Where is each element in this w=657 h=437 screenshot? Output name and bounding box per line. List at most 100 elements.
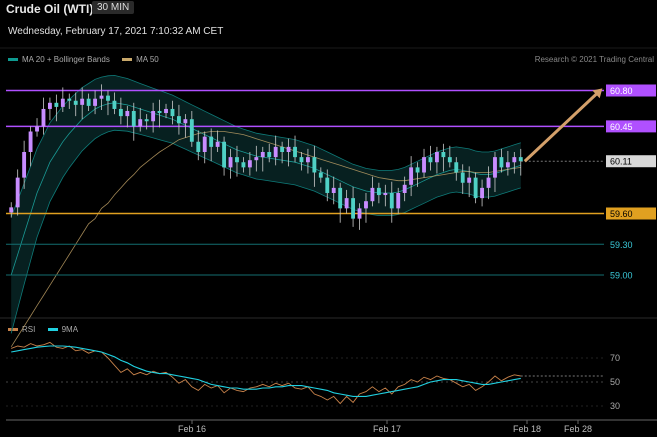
legend-swatch-bollinger bbox=[8, 58, 18, 62]
legend-swatch-ma50 bbox=[122, 58, 133, 62]
candle-body bbox=[28, 131, 33, 152]
candle-body bbox=[441, 152, 446, 158]
candle-body bbox=[357, 208, 362, 219]
candle-body bbox=[209, 136, 214, 147]
candle-body bbox=[364, 201, 368, 209]
level-label-60.80: 60.80 bbox=[610, 86, 633, 96]
candle-body bbox=[396, 193, 401, 209]
candle-body bbox=[196, 141, 201, 152]
candle-body bbox=[35, 126, 39, 132]
candle-body bbox=[9, 207, 14, 213]
candle-body bbox=[202, 136, 207, 152]
candle-body bbox=[305, 157, 310, 163]
candle-body bbox=[144, 119, 149, 122]
candle-body bbox=[505, 162, 510, 168]
legend-item-rsi: RSI bbox=[8, 325, 35, 334]
candle-body bbox=[325, 177, 330, 193]
x-tick-label: Feb 17 bbox=[373, 424, 401, 434]
x-tick-label: Feb 16 bbox=[178, 424, 206, 434]
candle-body bbox=[228, 157, 233, 168]
legend-swatch-rsi-ma bbox=[47, 328, 58, 332]
candle-body bbox=[402, 184, 407, 193]
level-label-59.00: 59.00 bbox=[610, 271, 633, 281]
rsi-tick-label: 50 bbox=[610, 377, 620, 387]
candle-body bbox=[493, 157, 497, 178]
candle-body bbox=[351, 198, 356, 219]
interval-badge[interactable]: 30 MIN bbox=[92, 1, 135, 14]
candle-body bbox=[118, 108, 123, 117]
candle-body bbox=[331, 187, 336, 193]
candle-body bbox=[273, 146, 278, 158]
candle-body bbox=[318, 172, 323, 178]
candle-body bbox=[370, 187, 375, 202]
legend-label-ma50: MA 50 bbox=[136, 55, 159, 64]
candle-body bbox=[170, 108, 175, 117]
candle-body bbox=[260, 152, 265, 158]
candle-body bbox=[235, 157, 239, 163]
candle-body bbox=[473, 177, 478, 199]
legend-label-rsi-ma: 9MA bbox=[61, 325, 79, 334]
candle-body bbox=[299, 157, 304, 163]
candle-body bbox=[125, 111, 130, 117]
bollinger-lower-line bbox=[10, 129, 521, 334]
candle-body bbox=[106, 95, 110, 101]
candle-body bbox=[183, 119, 188, 124]
main-legend: MA 20 + Bollinger Bands MA 50 bbox=[8, 55, 169, 64]
candle-body bbox=[176, 116, 181, 124]
candle-body bbox=[73, 100, 78, 105]
candle-body bbox=[409, 167, 414, 185]
instrument-title: Crude Oil (WTI) bbox=[6, 2, 94, 16]
level-label-59.30: 59.30 bbox=[610, 240, 633, 250]
candle-body bbox=[80, 98, 85, 105]
legend-label-rsi: RSI bbox=[22, 325, 36, 334]
candle-body bbox=[389, 193, 394, 209]
legend-item-bollinger: MA 20 + Bollinger Bands bbox=[8, 55, 110, 64]
candle-body bbox=[338, 187, 343, 209]
candle-body bbox=[47, 102, 52, 109]
ma50-line bbox=[10, 131, 521, 348]
rsi-ma-line bbox=[11, 345, 521, 397]
candle-body bbox=[376, 187, 381, 196]
level-label-60.45: 60.45 bbox=[610, 122, 633, 132]
candle-body bbox=[60, 98, 65, 107]
candle-body bbox=[460, 172, 465, 183]
header: Crude Oil (WTI) 30 MIN bbox=[0, 0, 657, 20]
level-tag-60.11 bbox=[606, 155, 656, 168]
candle-body bbox=[222, 141, 227, 168]
level-tag-59.60 bbox=[606, 207, 656, 220]
candle-body bbox=[286, 146, 291, 152]
candle-body bbox=[280, 146, 285, 152]
candle-body bbox=[267, 152, 272, 158]
candle-body bbox=[383, 193, 388, 196]
timestamp: Wednesday, February 17, 2021 7:10:32 AM … bbox=[8, 26, 224, 37]
candle-body bbox=[241, 162, 246, 168]
candle-body bbox=[67, 98, 72, 101]
candle-body bbox=[467, 177, 472, 183]
candle-body bbox=[254, 157, 259, 161]
candle-body bbox=[86, 98, 91, 106]
level-tag-60.45 bbox=[606, 120, 656, 133]
rsi-tick-label: 70 bbox=[610, 353, 620, 363]
credit-text: Research © 2021 Trading Central bbox=[534, 55, 654, 64]
candle-body bbox=[422, 157, 426, 173]
level-label-60.11: 60.11 bbox=[610, 157, 632, 167]
x-tick-label: Feb 28 bbox=[564, 424, 592, 434]
candle-body bbox=[247, 160, 252, 168]
rsi-legend: RSI 9MA bbox=[8, 325, 88, 334]
candle-body bbox=[131, 111, 136, 127]
candle-body bbox=[99, 95, 104, 99]
candle-body bbox=[22, 152, 27, 178]
candle-body bbox=[41, 108, 46, 127]
level-tag-60.80 bbox=[606, 84, 656, 97]
legend-item-ma50: MA 50 bbox=[122, 55, 159, 64]
candle-body bbox=[499, 157, 504, 168]
candle-body bbox=[189, 119, 194, 142]
x-tick-label: Feb 18 bbox=[513, 424, 541, 434]
legend-swatch-rsi bbox=[8, 328, 18, 332]
candle-body bbox=[54, 102, 59, 107]
candle-body bbox=[164, 108, 168, 114]
level-label-59.60: 59.60 bbox=[610, 209, 633, 219]
candle-body bbox=[293, 146, 297, 158]
candle-body bbox=[512, 157, 517, 163]
